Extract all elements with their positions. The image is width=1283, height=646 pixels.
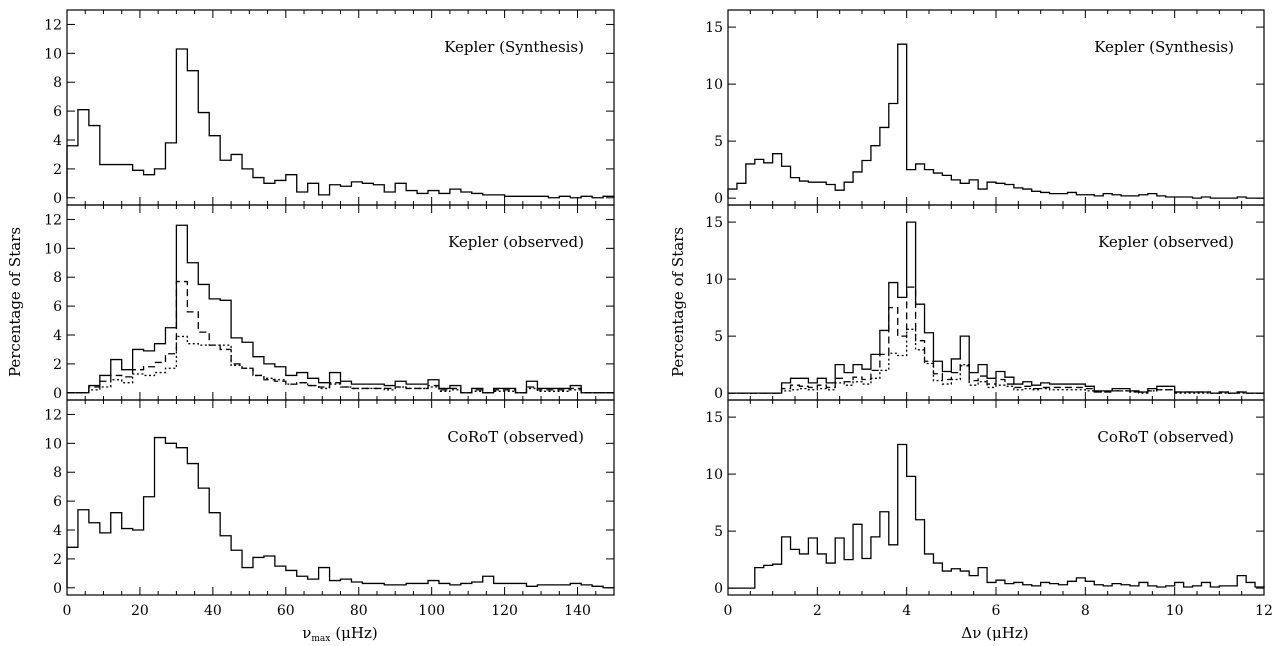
x-tick-label: 20 [131,603,149,619]
y-tick-label: 0 [714,386,723,402]
y-tick-label: 15 [705,20,723,36]
y-tick-label: 5 [714,134,723,150]
y-tick-label: 6 [53,299,62,315]
left-ylabel: Percentage of Stars [6,227,24,377]
x-tick-label: 40 [204,603,222,619]
left-xlabel: νmax (μHz) [302,624,378,644]
y-tick-label: 10 [705,467,723,483]
x-tick-label: 80 [350,603,368,619]
y-tick-label: 10 [44,436,62,452]
x-tick-label: 0 [724,603,733,619]
y-tick-label: 10 [44,241,62,257]
y-tick-label: 4 [53,523,62,539]
x-tick-label: 120 [491,603,518,619]
histogram-solid [67,224,614,394]
histogram-solid [728,221,1264,394]
y-tick-label: 15 [705,410,723,426]
y-tick-label: 8 [53,75,62,91]
y-tick-label: 0 [53,581,62,597]
y-tick-label: 6 [53,494,62,510]
panel-title: CoRoT (observed) [447,428,584,446]
panels: 0 2 4 6 8 10 12 Kepler (Synthesis) 0 2 4 6 8 10 12 Kepl… [44,9,1273,619]
y-tick-label: 0 [714,581,723,597]
y-tick-label: 8 [53,465,62,481]
x-tick-label: 8 [1081,603,1090,619]
left-xlabel-symbol: ν [302,624,311,642]
y-tick-label: 0 [53,191,62,207]
panel-6: 0 5 10 15 0 2 4 6 8 10 12 CoRoT (observed) [705,399,1273,619]
y-tick-label: 12 [44,17,62,33]
panel-title: Kepler (observed) [448,233,584,251]
histogram-solid [727,43,1264,199]
y-tick-label: 5 [714,524,723,540]
y-tick-label: 6 [53,104,62,120]
left-xlabel-unit: (μHz) [335,624,377,642]
panel-1: 0 2 4 6 8 10 12 Kepler (Synthesis) [44,9,615,207]
right-xlabel: Δν (μHz) [961,624,1028,642]
histogram-solid [728,443,1265,589]
x-tick-label: 6 [992,603,1001,619]
x-tick-label: 12 [1255,603,1273,619]
y-tick-label: 12 [44,212,62,228]
panel-5: 0 5 10 15 Kepler (observed) [705,204,1265,402]
y-tick-label: 2 [53,552,62,568]
y-tick-label: 12 [44,407,62,423]
y-tick-label: 4 [53,328,62,344]
x-tick-label: 4 [902,603,911,619]
y-tick-label: 10 [44,46,62,62]
y-tick-label: 4 [53,133,62,149]
panel-title: CoRoT (observed) [1097,428,1234,446]
y-tick-label: 8 [53,270,62,286]
x-tick-label: 100 [418,603,445,619]
panel-2: 0 2 4 6 8 10 12 Kepler (observed) [44,204,615,402]
histogram-dashed [728,286,1264,394]
y-tick-label: 2 [53,162,62,178]
histogram-dotted [67,335,614,394]
x-tick-label: 10 [1166,603,1184,619]
y-tick-label: 15 [705,215,723,231]
y-tick-label: 10 [705,77,723,93]
y-tick-label: 10 [705,272,723,288]
histogram-dotted [728,328,1264,394]
y-tick-label: 0 [53,386,62,402]
panel-title: Kepler (Synthesis) [1094,38,1234,56]
panel-title: Kepler (Synthesis) [444,38,584,56]
x-tick-label: 140 [564,603,591,619]
panel-4: 0 5 10 15 Kepler (Synthesis) [705,9,1265,207]
histogram-solid [66,436,614,589]
x-tick-label: 0 [63,603,72,619]
histogram-solid [66,48,615,199]
y-tick-label: 2 [53,357,62,373]
x-tick-label: 2 [813,603,822,619]
y-tick-label: 0 [714,191,723,207]
right-ylabel: Percentage of Stars [669,227,687,377]
left-xlabel-subscript: max [311,634,330,644]
y-tick-label: 5 [714,329,723,345]
x-tick-label: 60 [277,603,295,619]
panel-title: Kepler (observed) [1098,233,1234,251]
